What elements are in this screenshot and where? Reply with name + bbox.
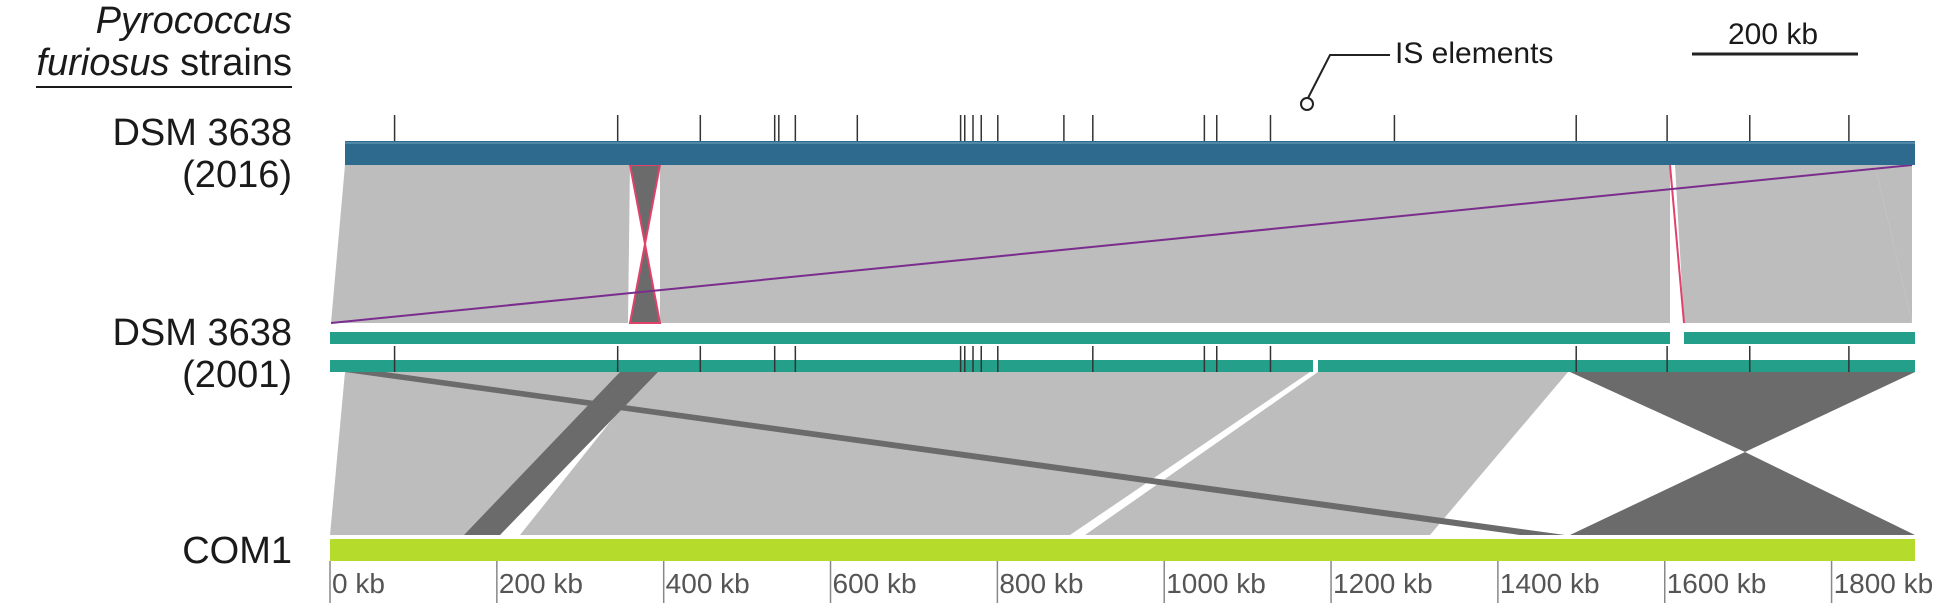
- genome-bar-dsm2001-upper: [330, 332, 1670, 344]
- figure-header: Pyrococcus furiosus strains: [0, 0, 292, 88]
- axis-tick-label: 200 kb: [498, 568, 583, 599]
- axis-tick-label: 1600 kb: [1666, 568, 1767, 599]
- synteny-block: [520, 372, 1310, 535]
- synteny-block: [1875, 165, 1912, 323]
- synteny-block: [660, 165, 1670, 323]
- inverted-block: [345, 372, 1565, 535]
- axis-tick-label: 1800 kb: [1833, 568, 1934, 599]
- synteny-block: [330, 372, 640, 535]
- genome-bar-dsm2001-lower: [1318, 360, 1915, 372]
- is-elements-label: IS elements: [1395, 37, 1554, 70]
- inverted-block: [1570, 452, 1915, 535]
- genome-bar-dsm2001-lower: [330, 360, 1313, 372]
- genome-bar-com1: [330, 539, 1915, 561]
- synteny-2001-com1: [330, 372, 1915, 535]
- header-strains: furiosus strains: [36, 42, 292, 88]
- genome-label-dsm2016: DSM 3638 (2016): [112, 112, 292, 196]
- x-axis: [329, 561, 1833, 603]
- synteny-block: [1675, 165, 1912, 323]
- inverted-block: [628, 164, 662, 324]
- genome-label-dsm2001: DSM 3638 (2001): [112, 312, 292, 396]
- is-elements-dsm2001: [393, 346, 1850, 372]
- genome-label-com1: COM1: [182, 530, 292, 572]
- axis-tick-label: 400 kb: [665, 568, 750, 599]
- synteny-block: [1085, 372, 1568, 535]
- axis-tick-label: 800 kb: [999, 568, 1084, 599]
- synteny-2016-2001: [330, 164, 1913, 324]
- inverted-block: [464, 372, 658, 535]
- axis-tick-label: 600 kb: [832, 568, 917, 599]
- long-range-link: [330, 164, 1913, 324]
- inversion-link: [1669, 164, 1685, 324]
- is-callout-marker: [1300, 97, 1314, 111]
- synteny-block: [331, 165, 630, 323]
- genome-bar-dsm2016: [345, 141, 1915, 165]
- axis-tick-label: 1000 kb: [1166, 568, 1266, 599]
- is-callout-line: [1306, 54, 1390, 101]
- is-elements-dsm2016: [393, 115, 1850, 141]
- scale-bar-label: 200 kb: [1728, 18, 1819, 51]
- inverted-block: [1570, 372, 1915, 452]
- axis-tick-label: 1400 kb: [1499, 568, 1600, 599]
- axis-tick-label: 1200 kb: [1333, 568, 1433, 599]
- header-species: Pyrococcus: [95, 0, 292, 42]
- genome-bar-dsm2001-upper: [1684, 332, 1915, 344]
- axis-tick-label: 0 kb: [332, 568, 385, 599]
